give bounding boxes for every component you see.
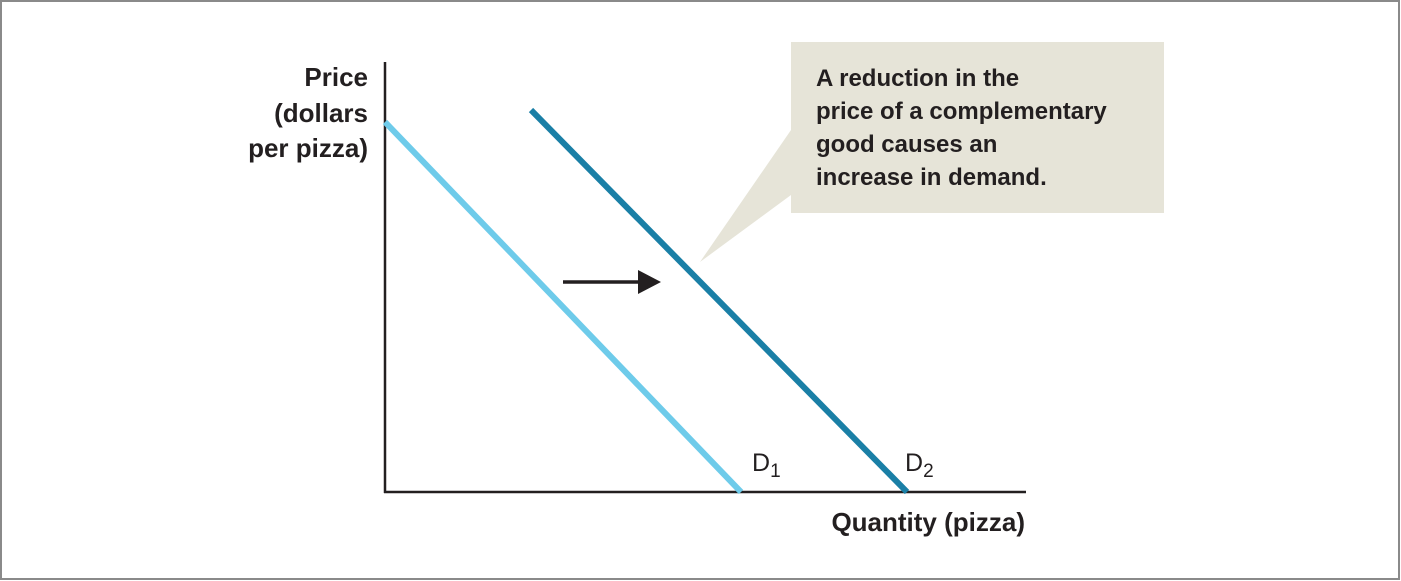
curve-subscript: 1 bbox=[770, 461, 781, 482]
curve-letter: D bbox=[905, 449, 923, 477]
demand-curve-2 bbox=[528, 107, 910, 495]
callout-pointer bbox=[700, 130, 791, 262]
curve-subscript: 2 bbox=[923, 461, 934, 482]
demand-curve-1 bbox=[382, 119, 744, 495]
annotation-line: increase in demand. bbox=[816, 164, 1047, 191]
annotation-line: A reduction in the bbox=[816, 65, 1019, 92]
curve-label: D1 bbox=[752, 449, 781, 482]
y-axis-label: per pizza) bbox=[248, 133, 368, 163]
arrow-head bbox=[638, 270, 661, 294]
y-axis-label: Price bbox=[304, 62, 368, 92]
annotation-line: good causes an bbox=[816, 131, 997, 158]
x-axis-label: Quantity (pizza) bbox=[831, 507, 1025, 537]
y-axis-label: (dollars bbox=[274, 98, 368, 128]
curve-letter: D bbox=[752, 449, 770, 477]
curve-label: D2 bbox=[905, 449, 934, 482]
annotation-line: price of a complementary bbox=[816, 98, 1107, 125]
callout-box bbox=[791, 42, 1164, 213]
